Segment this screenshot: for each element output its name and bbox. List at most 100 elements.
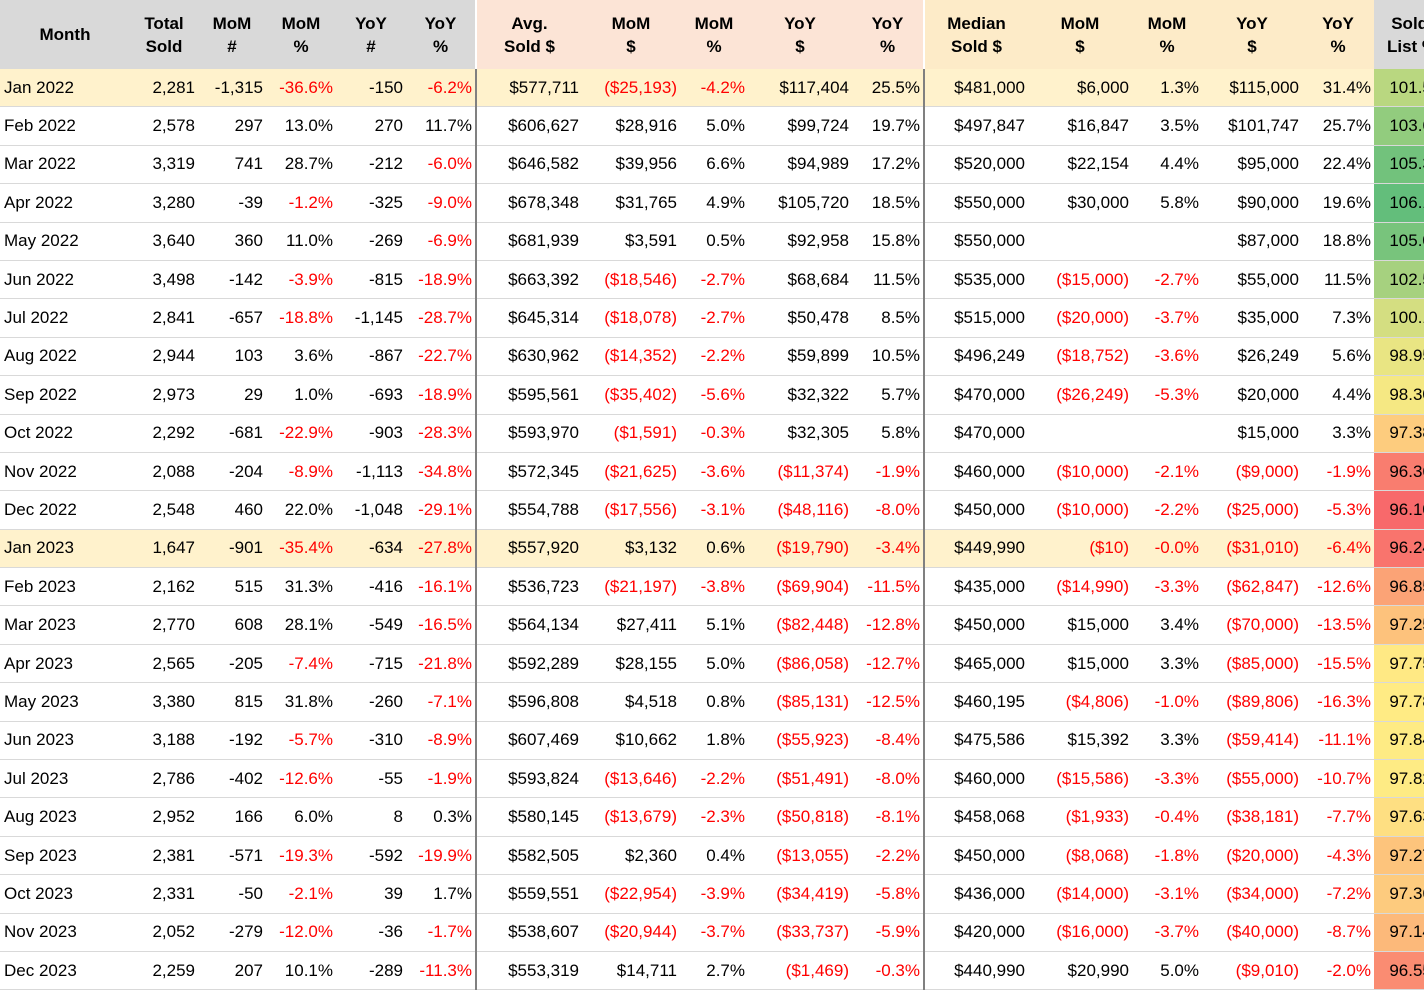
- median-sold-cell: $470,000: [923, 414, 1028, 453]
- header-yoy-count: YoY #: [336, 0, 406, 69]
- header-row: Month Total Sold MoM # MoM % YoY # YoY % Avg. …: [0, 0, 1424, 69]
- avg-mom-pct-cell: 0.8%: [680, 682, 748, 722]
- mom-count-cell: 460: [198, 490, 266, 530]
- sold-list-cell: 98.95%: [1374, 337, 1424, 377]
- avg-mom-dollar-cell: $28,916: [582, 106, 680, 146]
- mom-count-cell: -192: [198, 721, 266, 761]
- total-sold-cell: 2,331: [130, 874, 198, 914]
- median-sold-cell: $550,000: [923, 222, 1028, 261]
- avg-sold-cell: $646,582: [475, 145, 582, 185]
- mom-count-cell: -571: [198, 836, 266, 876]
- mom-count-cell: 297: [198, 106, 266, 146]
- mom-pct-cell: 11.0%: [266, 222, 336, 261]
- avg-yoy-pct-cell: -12.5%: [852, 682, 924, 722]
- table-row: Sep 2022 2,973 29 1.0% -693 -18.9% $595,561 ($3…: [0, 375, 1424, 415]
- total-sold-cell: 3,380: [130, 682, 198, 722]
- avg-mom-dollar-cell: ($13,646): [582, 759, 680, 799]
- sold-list-cell: 101.5%: [1374, 69, 1424, 108]
- mom-pct-cell: -22.9%: [266, 414, 336, 453]
- header-avg-mom-pct: MoM %: [680, 0, 748, 69]
- median-sold-cell: $450,000: [923, 836, 1028, 876]
- avg-yoy-pct-cell: 5.8%: [852, 414, 924, 453]
- median-sold-cell: $515,000: [923, 298, 1028, 338]
- month-cell: Oct 2022: [0, 414, 130, 453]
- yoy-count-cell: -416: [336, 567, 406, 607]
- total-sold-cell: 2,088: [130, 452, 198, 492]
- avg-mom-pct-cell: 0.6%: [680, 529, 748, 569]
- yoy-pct-cell: 1.7%: [406, 874, 476, 914]
- mom-count-cell: -402: [198, 759, 266, 799]
- yoy-pct-cell: -22.7%: [406, 337, 476, 377]
- table-row: Jan 2023 1,647 -901 -35.4% -634 -27.8% $557,92…: [0, 529, 1424, 569]
- total-sold-cell: 2,548: [130, 490, 198, 530]
- median-mom-dollar-cell: ($15,000): [1028, 260, 1132, 300]
- avg-mom-dollar-cell: ($21,625): [582, 452, 680, 492]
- median-mom-pct-cell: -3.7%: [1132, 913, 1202, 952]
- median-yoy-pct-cell: -12.6%: [1302, 567, 1374, 607]
- avg-mom-pct-cell: -3.7%: [680, 913, 748, 952]
- table-row: Dec 2022 2,548 460 22.0% -1,048 -29.1% $554,78…: [0, 490, 1424, 530]
- avg-sold-cell: $596,808: [475, 682, 582, 722]
- yoy-pct-cell: -6.2%: [406, 69, 476, 108]
- avg-mom-dollar-cell: ($18,546): [582, 260, 680, 300]
- median-sold-cell: $450,000: [923, 490, 1028, 530]
- avg-yoy-dollar-cell: ($69,904): [748, 567, 852, 607]
- median-yoy-dollar-cell: ($34,000): [1202, 874, 1302, 914]
- avg-yoy-dollar-cell: $105,720: [748, 183, 852, 223]
- month-cell: Aug 2023: [0, 797, 130, 837]
- yoy-count-cell: -212: [336, 145, 406, 185]
- mom-pct-cell: -18.8%: [266, 298, 336, 338]
- mom-pct-cell: 28.7%: [266, 145, 336, 185]
- total-sold-cell: 1,647: [130, 529, 198, 569]
- median-yoy-dollar-cell: ($89,806): [1202, 682, 1302, 722]
- avg-mom-dollar-cell: $2,360: [582, 836, 680, 876]
- mom-pct-cell: -12.0%: [266, 913, 336, 952]
- avg-mom-pct-cell: -5.6%: [680, 375, 748, 415]
- month-cell: Jul 2022: [0, 298, 130, 338]
- avg-yoy-pct-cell: -0.3%: [852, 951, 924, 990]
- mom-count-cell: 166: [198, 797, 266, 837]
- month-cell: Dec 2022: [0, 490, 130, 530]
- month-cell: Mar 2023: [0, 605, 130, 645]
- mom-count-cell: -50: [198, 874, 266, 914]
- avg-mom-pct-cell: -2.3%: [680, 797, 748, 837]
- mom-count-cell: 741: [198, 145, 266, 185]
- table-body: Jan 2022 2,281 -1,315 -36.6% -150 -6.2% $577,7…: [0, 69, 1424, 990]
- median-yoy-pct-cell: -11.1%: [1302, 721, 1374, 761]
- total-sold-cell: 3,280: [130, 183, 198, 223]
- median-yoy-pct-cell: -4.3%: [1302, 836, 1374, 876]
- median-mom-dollar-cell: ($14,990): [1028, 567, 1132, 607]
- median-sold-cell: $435,000: [923, 567, 1028, 607]
- month-cell: Jun 2022: [0, 260, 130, 300]
- yoy-count-cell: -325: [336, 183, 406, 223]
- median-mom-dollar-cell: ($26,249): [1028, 375, 1132, 415]
- mom-count-cell: -204: [198, 452, 266, 492]
- yoy-count-cell: -867: [336, 337, 406, 377]
- mom-pct-cell: -8.9%: [266, 452, 336, 492]
- yoy-pct-cell: -16.5%: [406, 605, 476, 645]
- median-mom-dollar-cell: ($14,000): [1028, 874, 1132, 914]
- sold-list-cell: 98.30%: [1374, 375, 1424, 415]
- median-mom-dollar-cell: $15,000: [1028, 644, 1132, 684]
- median-yoy-pct-cell: -7.7%: [1302, 797, 1374, 837]
- avg-yoy-dollar-cell: $32,322: [748, 375, 852, 415]
- median-mom-dollar-cell: ($4,806): [1028, 682, 1132, 722]
- sold-list-cell: 97.75%: [1374, 644, 1424, 684]
- yoy-count-cell: -55: [336, 759, 406, 799]
- table-row: Sep 2023 2,381 -571 -19.3% -592 -19.9% $582,50…: [0, 836, 1424, 876]
- table-row: Dec 2023 2,259 207 10.1% -289 -11.3% $553,319 $…: [0, 951, 1424, 990]
- table-row: Feb 2022 2,578 297 13.0% 270 11.7% $606,627 $28…: [0, 106, 1424, 146]
- mom-pct-cell: 3.6%: [266, 337, 336, 377]
- median-mom-pct-cell: 5.0%: [1132, 951, 1202, 990]
- avg-yoy-pct-cell: -1.9%: [852, 452, 924, 492]
- median-mom-pct-cell: -3.3%: [1132, 759, 1202, 799]
- yoy-count-cell: -289: [336, 951, 406, 990]
- header-sold-list-pct: Sold/ List %: [1374, 0, 1424, 69]
- mom-count-cell: -142: [198, 260, 266, 300]
- avg-yoy-pct-cell: -2.2%: [852, 836, 924, 876]
- avg-mom-dollar-cell: $14,711: [582, 951, 680, 990]
- avg-mom-dollar-cell: ($35,402): [582, 375, 680, 415]
- table-row: May 2022 3,640 360 11.0% -269 -6.9% $681,939 $3…: [0, 222, 1424, 261]
- total-sold-cell: 2,162: [130, 567, 198, 607]
- median-sold-cell: $475,586: [923, 721, 1028, 761]
